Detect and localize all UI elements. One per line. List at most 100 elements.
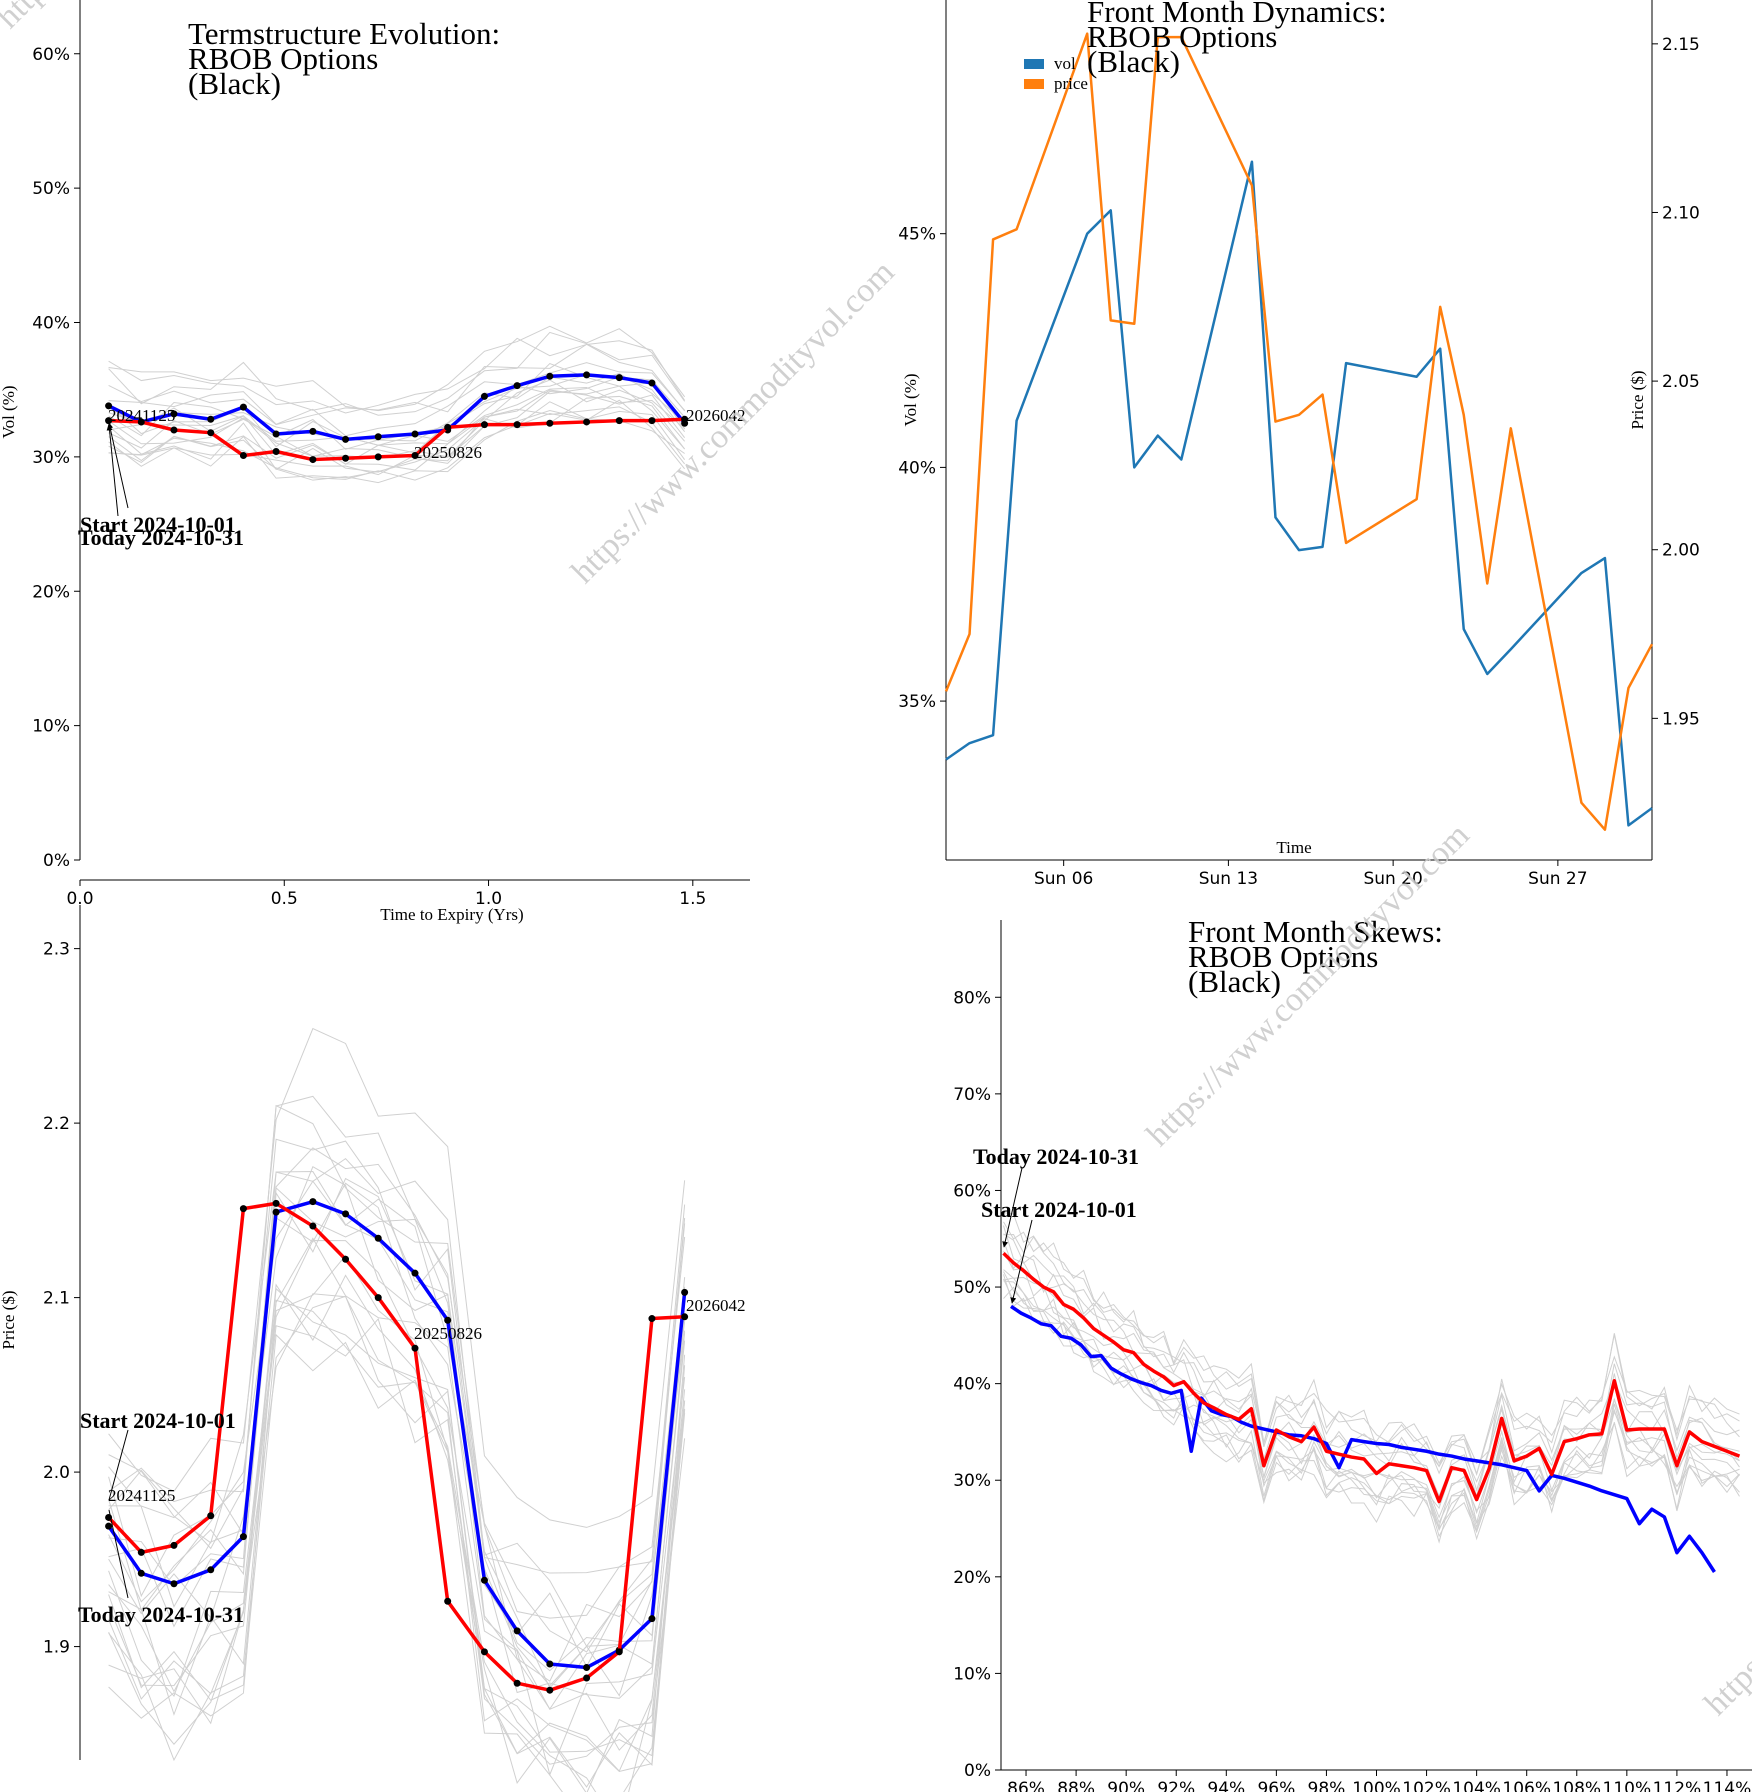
start-series-line-point bbox=[342, 435, 350, 443]
history-line bbox=[1003, 1274, 1740, 1541]
y-tick: 10% bbox=[32, 717, 80, 737]
y-ticks-right: 1.95 2.00 2.05 2.10 2.15 bbox=[1652, 35, 1700, 729]
today-series-line-point bbox=[207, 429, 215, 437]
y-tick: 2.1 bbox=[43, 1289, 80, 1309]
today-arrow bbox=[108, 1509, 129, 1599]
today-series-line-point bbox=[615, 417, 623, 425]
svg-text:112%: 112% bbox=[1653, 1779, 1702, 1792]
y-axis-label: Vol (%) bbox=[0, 385, 18, 438]
svg-text:30%: 30% bbox=[953, 1471, 991, 1491]
chart-title-line-1: Termstructure Evolution: bbox=[188, 16, 500, 51]
history-line bbox=[108, 1165, 686, 1710]
today-series-line-point bbox=[513, 1679, 521, 1687]
svg-text:10%: 10% bbox=[953, 1664, 991, 1684]
start-series-line-point bbox=[513, 382, 521, 390]
svg-text:40%: 40% bbox=[953, 1375, 991, 1395]
chart-title-line-2: RBOB Options bbox=[188, 41, 378, 76]
x-tick: 96% bbox=[1257, 1770, 1295, 1792]
svg-text:2.2: 2.2 bbox=[43, 1114, 70, 1134]
svg-text:40%: 40% bbox=[898, 458, 936, 478]
svg-text:114%: 114% bbox=[1703, 1779, 1752, 1792]
x-tick: 100% bbox=[1352, 1770, 1401, 1792]
y-tick: 45% bbox=[898, 225, 946, 245]
today-annotation: Today 2024-10-31 bbox=[973, 1144, 1139, 1169]
svg-text:104%: 104% bbox=[1452, 1779, 1501, 1792]
svg-text:1.9: 1.9 bbox=[43, 1638, 70, 1658]
skews-chart: 0% 10% 20% 30% 40% 50% 60% 70% 80% 86% 88% 90% 92% 9… bbox=[953, 914, 1752, 1792]
x-tick: 88% bbox=[1057, 1770, 1095, 1792]
x-tick: 112% bbox=[1653, 1770, 1702, 1792]
history-line bbox=[108, 1295, 686, 1788]
today-series-line-point bbox=[546, 419, 554, 427]
today-annotation: Today 2024-10-31 bbox=[78, 1602, 244, 1627]
history-line bbox=[108, 1293, 686, 1773]
history-line bbox=[108, 331, 686, 416]
legend-swatch-vol bbox=[1024, 59, 1044, 69]
series-lines bbox=[944, 32, 1654, 831]
x-tick: 92% bbox=[1157, 1770, 1195, 1792]
y-tick: 30% bbox=[953, 1471, 1001, 1491]
legend: vol price bbox=[1024, 54, 1088, 93]
today-series-line-point bbox=[583, 1674, 591, 1682]
today-series-line-point bbox=[105, 417, 113, 425]
history-line bbox=[1003, 1280, 1740, 1532]
x-tick: 1.0 bbox=[475, 880, 502, 909]
y2-tick: 2.10 bbox=[1652, 203, 1700, 223]
history-lines bbox=[108, 325, 686, 484]
chart-title-line-2: RBOB Options bbox=[1188, 939, 1378, 974]
history-line bbox=[108, 1237, 686, 1751]
history-line bbox=[108, 1287, 686, 1757]
start-series-line-point bbox=[583, 371, 591, 379]
svg-text:102%: 102% bbox=[1402, 1779, 1451, 1792]
y-tick: 10% bbox=[953, 1664, 1001, 1684]
start-series-line-point bbox=[239, 403, 247, 411]
svg-text:0.5: 0.5 bbox=[271, 889, 298, 909]
x-ticks: Sun 06 Sun 13 Sun 20 Sun 27 bbox=[1034, 860, 1588, 889]
svg-text:2.0: 2.0 bbox=[43, 1463, 70, 1483]
today-series-line-point bbox=[513, 421, 521, 429]
chart-title-line-3: (Black) bbox=[188, 66, 281, 101]
y-ticks: 0% 10% 20% 30% 40% 50% 60% bbox=[32, 45, 80, 871]
history-line bbox=[108, 1333, 686, 1792]
svg-text:100%: 100% bbox=[1352, 1779, 1401, 1792]
svg-text:10%: 10% bbox=[32, 717, 70, 737]
svg-text:1.0: 1.0 bbox=[475, 889, 502, 909]
today-series-line-point bbox=[137, 1548, 145, 1556]
history-line bbox=[108, 362, 686, 437]
start-series-line-point bbox=[342, 1210, 350, 1218]
svg-text:110%: 110% bbox=[1603, 1779, 1652, 1792]
start-series-line-point bbox=[648, 379, 656, 387]
y2-tick: 2.15 bbox=[1652, 35, 1700, 55]
y-tick: 40% bbox=[898, 458, 946, 478]
start-series-line-point bbox=[480, 392, 488, 400]
today-series-line-point bbox=[648, 1315, 656, 1323]
history-line bbox=[108, 1299, 686, 1792]
y-tick: 1.9 bbox=[43, 1638, 80, 1658]
series-lines bbox=[1002, 1251, 1741, 1573]
history-line bbox=[1003, 1240, 1740, 1506]
svg-text:1.95: 1.95 bbox=[1662, 709, 1700, 729]
x-tick: 98% bbox=[1308, 1770, 1345, 1792]
y-tick: 20% bbox=[32, 582, 80, 602]
y-tick: 60% bbox=[953, 1181, 1001, 1201]
start-series-line-point bbox=[444, 1316, 452, 1324]
x-axis-label: Time to Expiry (Yrs) bbox=[380, 905, 523, 924]
svg-text:60%: 60% bbox=[32, 45, 70, 65]
legend-swatch-price bbox=[1024, 79, 1044, 89]
x-tick: 90% bbox=[1107, 1770, 1145, 1792]
svg-text:0%: 0% bbox=[964, 1761, 991, 1781]
x-tick: 108% bbox=[1552, 1770, 1601, 1792]
today-series-line-point bbox=[137, 418, 145, 426]
today-series-line-point bbox=[170, 426, 178, 434]
history-line bbox=[108, 1186, 686, 1668]
svg-text:86%: 86% bbox=[1007, 1779, 1045, 1792]
x-tick: 0.0 bbox=[66, 880, 94, 909]
svg-text:2.1: 2.1 bbox=[43, 1289, 70, 1309]
svg-text:50%: 50% bbox=[32, 179, 70, 199]
history-line bbox=[108, 376, 686, 446]
history-line bbox=[1003, 1233, 1740, 1498]
history-line bbox=[108, 386, 685, 465]
start-series-line-point bbox=[480, 1576, 488, 1584]
y2-tick: 2.05 bbox=[1652, 372, 1700, 392]
y-tick: 0% bbox=[43, 851, 80, 871]
